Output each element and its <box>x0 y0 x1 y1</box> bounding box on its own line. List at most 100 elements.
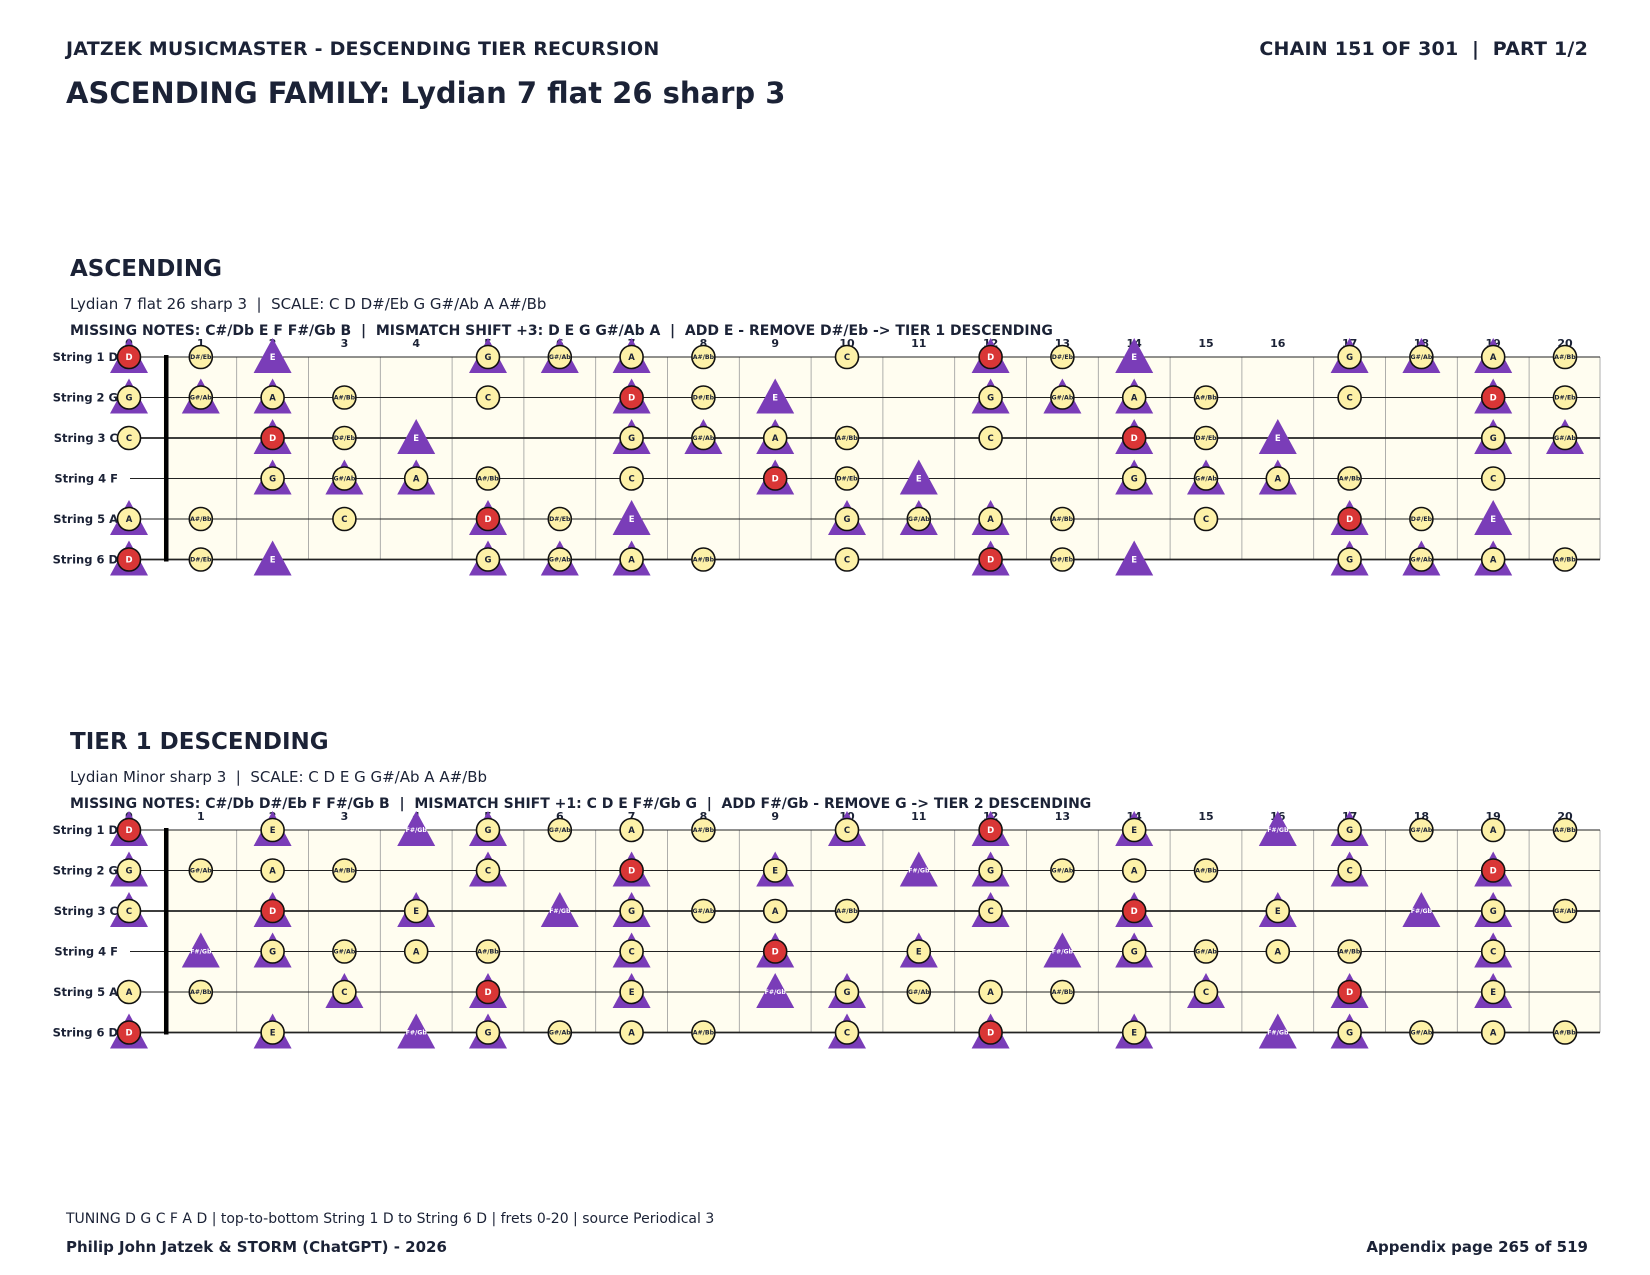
note-label: A <box>269 394 276 404</box>
note-label: A#/Bb <box>1554 1030 1576 1037</box>
note-label: G <box>1346 826 1353 836</box>
root-note-marker <box>1337 979 1362 1005</box>
scale-note-marker <box>1121 817 1147 843</box>
root-note-marker <box>1480 385 1506 410</box>
note-label: G <box>485 826 492 836</box>
note-label: D <box>987 1029 994 1039</box>
scale-note-marker <box>116 979 142 1005</box>
scale-note-marker <box>1121 385 1147 410</box>
scale-note-marker <box>475 939 501 964</box>
mismatch-triangle <box>253 338 292 373</box>
note-label: G#/Ab <box>1052 395 1074 402</box>
note-label: G#/Ab <box>549 354 571 361</box>
note-label: G <box>844 988 851 998</box>
note-label: A <box>772 434 779 444</box>
note-label: C <box>1490 475 1496 485</box>
note-label: D <box>125 556 132 566</box>
scale-note-marker <box>547 1020 573 1045</box>
root-note-marker <box>475 979 501 1005</box>
note-label: G <box>987 867 994 877</box>
note-label: C <box>987 907 993 917</box>
scale-note-marker <box>1337 858 1362 883</box>
note-label: C <box>341 988 347 998</box>
note-label: A <box>987 515 994 525</box>
scale-note-marker <box>1050 858 1075 883</box>
note-label: E <box>629 988 635 998</box>
note-label: G#/Ab <box>1411 1030 1433 1037</box>
scale-note-marker <box>834 817 860 843</box>
note-label: A#/Bb <box>334 395 356 402</box>
scale-note-marker <box>978 858 1003 883</box>
note-label: A#/Bb <box>836 908 858 915</box>
note-label: C <box>628 475 634 485</box>
note-label: D <box>772 475 779 485</box>
scale-note-marker <box>1050 979 1075 1005</box>
note-label: G <box>485 353 492 363</box>
note-label: A#/Bb <box>1554 354 1576 361</box>
added-note-label: E <box>270 556 276 566</box>
added-note-label: F#/Gb <box>908 868 930 875</box>
root-note-marker <box>978 817 1003 843</box>
scale-note-marker <box>475 344 501 370</box>
scale-note-marker <box>116 858 142 883</box>
added-note-label: F#/Gb <box>190 949 212 956</box>
note-label: G#/Ab <box>1411 557 1433 564</box>
scale-note-marker <box>691 547 716 572</box>
root-note-marker <box>1121 898 1147 924</box>
fret-number: 8 <box>700 337 708 350</box>
scale-note-marker <box>619 979 644 1005</box>
note-label: A#/Bb <box>477 949 499 956</box>
note-label: G <box>628 907 635 917</box>
root-note-marker <box>762 939 788 964</box>
string-label: String 6 D <box>53 1026 118 1040</box>
note-label: C <box>844 353 850 363</box>
mismatch-triangle <box>612 500 651 535</box>
note-label: A#/Bb <box>693 827 715 834</box>
fretboard-tier1: String 1 D String 2 G String 3 C String 4 F… <box>53 810 1601 1049</box>
note-label: G <box>126 394 133 404</box>
string-label: String 2 G <box>53 864 118 878</box>
scale-note-marker <box>475 1020 501 1045</box>
scale-note-marker <box>403 466 429 491</box>
scale-note-marker <box>1480 817 1506 843</box>
note-label: C <box>628 948 634 958</box>
scale-note-marker <box>403 898 429 924</box>
string-label: String 6 D <box>53 553 118 567</box>
note-label: C <box>1203 515 1209 525</box>
scale-note-marker <box>978 979 1003 1005</box>
note-label: G <box>987 394 994 404</box>
scale-note-marker <box>762 858 788 883</box>
scale-note-marker <box>1480 466 1506 491</box>
note-label: G#/Ab <box>334 949 356 956</box>
note-label: G <box>269 475 276 485</box>
scale-note-marker <box>978 898 1003 924</box>
added-note-label: F#/Gb <box>549 908 571 915</box>
note-label: G <box>1346 353 1353 363</box>
note-label: G#/Ab <box>549 827 571 834</box>
fret-number: 9 <box>771 810 779 823</box>
note-label: D <box>269 907 276 917</box>
string-label: String 4 F <box>54 945 118 959</box>
section-missing-tier1: MISSING NOTES: C#/Db D#/Eb F F#/Gb B | M… <box>70 796 1092 812</box>
note-label: G <box>1131 475 1138 485</box>
scale-note-marker <box>1193 425 1219 451</box>
scale-note-marker <box>1409 547 1434 572</box>
fret-number: 1 <box>197 337 205 350</box>
scale-note-marker <box>834 898 860 924</box>
root-note-marker <box>116 817 142 843</box>
note-label: C <box>1346 867 1352 877</box>
mismatch-triangle <box>1115 338 1154 373</box>
scale-note-marker <box>1265 939 1291 964</box>
note-label: A <box>1490 826 1497 836</box>
note-label: D <box>1131 907 1138 917</box>
note-label: G#/Ab <box>1411 827 1433 834</box>
scale-note-marker <box>1409 1020 1434 1045</box>
note-label: G <box>1490 434 1497 444</box>
scale-note-marker <box>1337 385 1362 410</box>
note-label: G <box>1490 907 1497 917</box>
note-label: A#/Bb <box>190 516 212 523</box>
note-label: E <box>270 1029 276 1039</box>
scale-note-marker <box>188 547 214 572</box>
note-label: D#/Eb <box>190 354 212 361</box>
note-label: G#/Ab <box>1195 476 1217 483</box>
